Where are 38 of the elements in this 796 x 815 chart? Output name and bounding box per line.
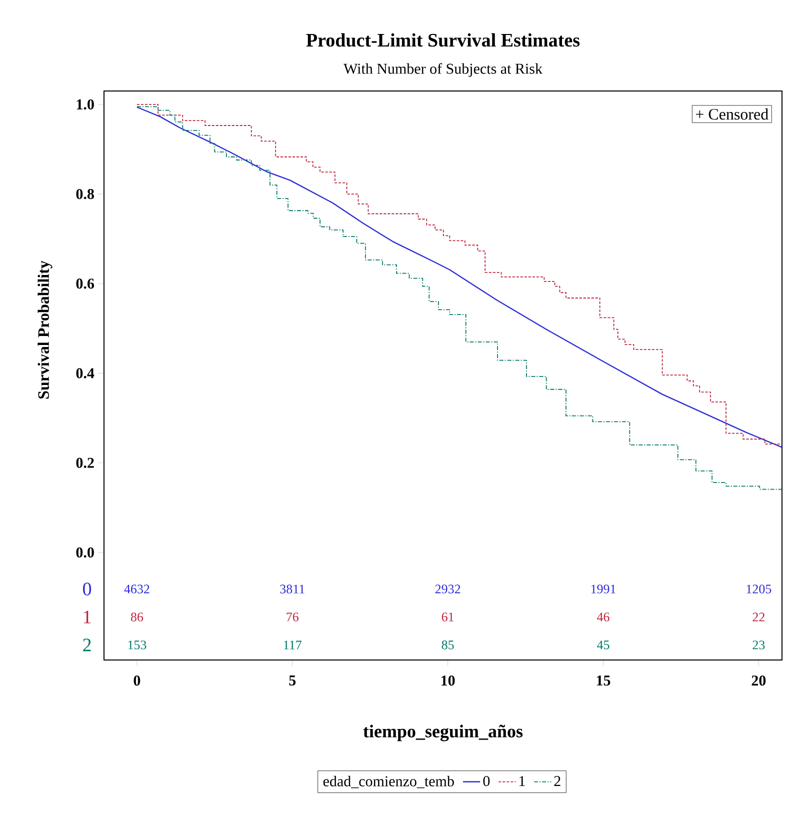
legend-label: 2 xyxy=(554,776,560,786)
annotation: 76 xyxy=(286,612,298,622)
x-tick-label: 20 xyxy=(752,676,766,686)
annotation: 22 xyxy=(752,612,764,622)
y-tick-label: 0.8 xyxy=(76,188,94,200)
y-tick-label: 0.4 xyxy=(76,368,94,378)
annotation: 46 xyxy=(596,612,610,622)
legend-title: edad_comienzo_temb xyxy=(323,776,454,788)
x-tick-label: 0 xyxy=(134,676,140,686)
annotation: 3811 xyxy=(280,584,304,594)
text: 2 xyxy=(83,638,91,652)
annotation: 153 xyxy=(128,640,146,650)
annotation: 45 xyxy=(596,640,610,650)
y-tick-label: 0.6 xyxy=(76,278,94,289)
legend-label: 0 xyxy=(483,776,490,786)
x-axis-title: tiempo_seguim_años xyxy=(363,724,523,742)
chart-title: Product-Limit Survival Estimates xyxy=(306,33,580,47)
x-tick-label: 10 xyxy=(442,676,455,686)
annotation: 4632 xyxy=(124,584,150,594)
annotation: 117 xyxy=(284,640,302,650)
text: 0 xyxy=(83,582,92,596)
text: 1 xyxy=(84,610,91,624)
y-tick-label: 0.0 xyxy=(76,547,94,558)
y-tick-label: 0.2 xyxy=(76,458,94,468)
annotation: + Censored xyxy=(696,108,768,120)
annotation: 1205 xyxy=(746,584,772,594)
annotation: 23 xyxy=(752,640,765,650)
annotation: 86 xyxy=(130,612,144,622)
x-tick-label: 15 xyxy=(596,676,610,686)
x-tick-label: 5 xyxy=(289,676,296,686)
annotation: 2932 xyxy=(435,584,460,594)
annotation: 85 xyxy=(442,640,454,650)
y-axis-title: Survival Probability xyxy=(38,260,52,399)
annotation: 1991 xyxy=(591,584,616,594)
y-tick-label: 1.0 xyxy=(76,99,94,110)
annotation: 61 xyxy=(442,612,454,622)
legend-label: 1 xyxy=(519,776,525,786)
chart-subtitle: With Number of Subjects at Risk xyxy=(344,63,542,77)
